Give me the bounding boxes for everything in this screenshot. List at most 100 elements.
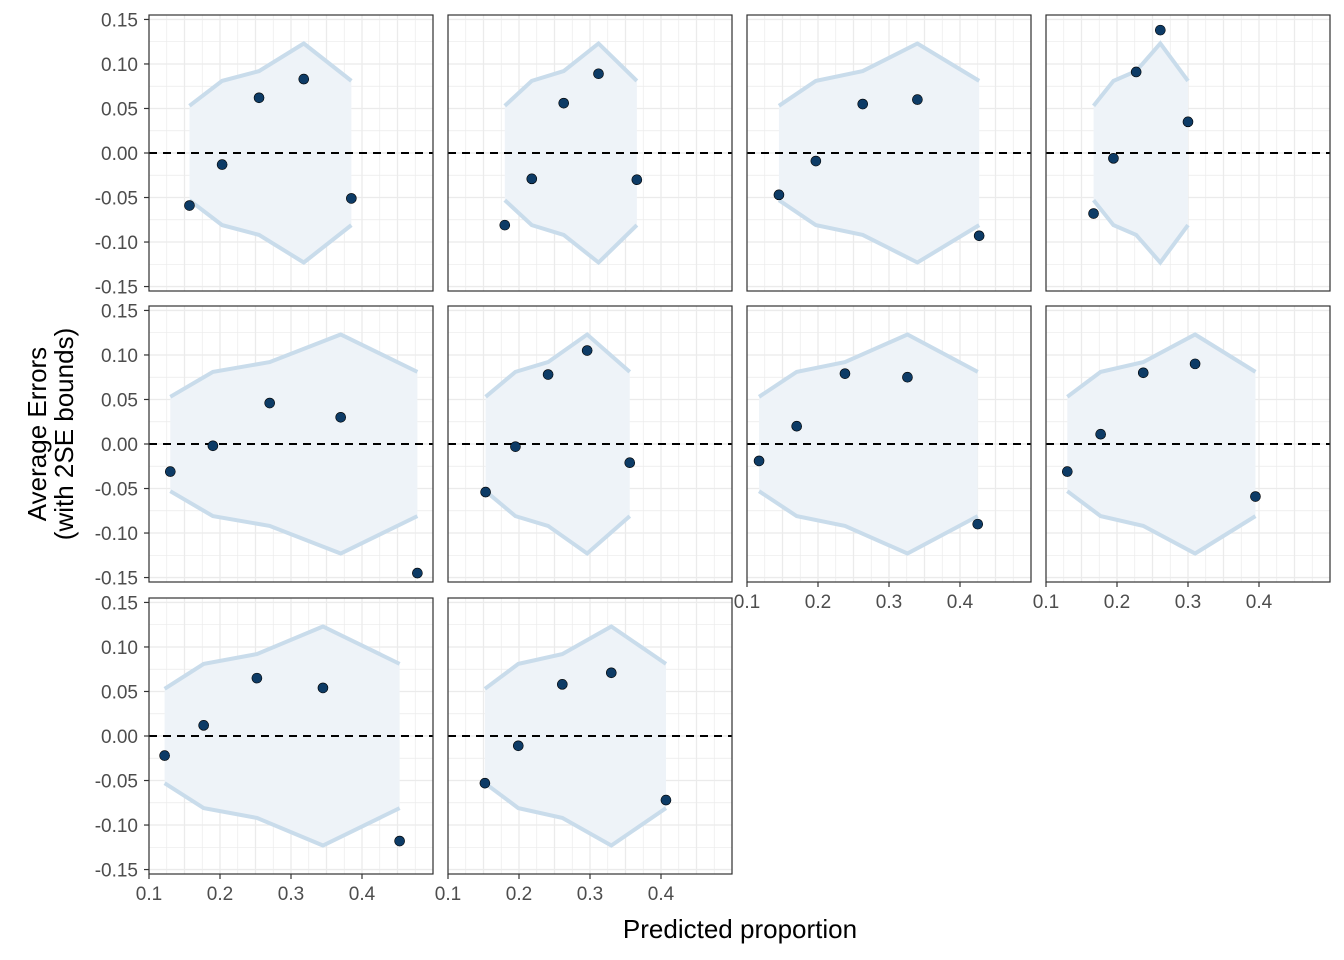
data-point <box>1095 428 1106 440</box>
data-point <box>660 794 672 806</box>
data-point <box>216 159 228 170</box>
data-point <box>912 94 923 105</box>
data-point <box>624 457 636 468</box>
data-point <box>346 193 357 204</box>
upper-2se-bound-line <box>483 624 668 691</box>
confidence-band-fill <box>485 334 630 554</box>
x-tick-label: 0.4 <box>648 884 675 905</box>
y-tick-label: -0.15 <box>95 278 138 299</box>
x-tick-label: 0.1 <box>136 884 162 905</box>
y-tick-label: 0.15 <box>101 593 138 614</box>
data-point <box>1130 66 1142 78</box>
confidence-band-fill <box>1093 43 1188 263</box>
data-point <box>631 174 643 186</box>
panel-border <box>1045 14 1331 292</box>
data-point <box>1062 466 1073 477</box>
y-tick-label: 0.15 <box>101 301 138 322</box>
data-point <box>165 466 176 477</box>
confidence-band-fill <box>189 43 352 263</box>
upper-2se-bound-line <box>777 41 981 108</box>
panel-8 <box>1045 305 1331 583</box>
x-axis-title: Predicted proportion <box>623 914 857 944</box>
data-point <box>510 441 521 452</box>
upper-2se-bound-line <box>188 41 353 108</box>
x-tick-label: 0.4 <box>349 884 376 905</box>
x-tick-label: 0.1 <box>734 592 760 613</box>
lower-2se-bound-line <box>503 198 639 266</box>
panel-border <box>447 305 733 583</box>
y-tick-label: -0.10 <box>95 816 138 837</box>
data-point <box>902 371 913 383</box>
panel-10 <box>447 597 733 875</box>
data-point <box>512 740 524 752</box>
y-tick-label: -0.05 <box>95 189 138 210</box>
data-point <box>557 679 568 690</box>
data-point <box>1155 24 1166 36</box>
lower-2se-bound-line <box>757 489 979 556</box>
panel-6 <box>447 305 733 583</box>
data-point <box>1088 208 1099 219</box>
upper-2se-bound-line <box>163 624 401 691</box>
data-point <box>159 750 170 761</box>
y-tick-label: 0.00 <box>101 435 138 456</box>
lower-2se-bound-line <box>777 198 981 265</box>
x-tick-label: 0.3 <box>1175 592 1201 613</box>
data-point <box>412 567 423 579</box>
y-tick-label: 0.15 <box>101 10 138 31</box>
y-tick-label: 0.10 <box>101 638 138 659</box>
upper-2se-bound-line <box>484 331 632 399</box>
panel-2 <box>447 14 733 292</box>
y-tick-label: -0.05 <box>95 772 138 793</box>
y-tick-label: 0.00 <box>101 727 138 748</box>
data-point <box>773 189 785 201</box>
data-point <box>526 173 538 185</box>
y-tick-label: -0.15 <box>95 861 138 882</box>
data-point <box>605 667 617 679</box>
data-point <box>317 682 329 694</box>
panel-7 <box>746 305 1032 583</box>
data-point <box>810 155 822 167</box>
panel-5 <box>148 305 434 583</box>
data-point <box>973 230 985 242</box>
panels-layer <box>148 14 1331 875</box>
y-axis-title-line-1: Average Errors <box>22 347 52 521</box>
data-point <box>298 73 310 85</box>
panel-border <box>746 14 1032 292</box>
upper-2se-bound-line <box>757 332 979 399</box>
x-tick-label: 0.2 <box>1104 592 1130 613</box>
data-point <box>1250 491 1261 502</box>
data-point <box>499 219 511 231</box>
lower-2se-bound-line <box>483 781 668 848</box>
x-tick-label: 0.3 <box>278 884 304 905</box>
y-tick-label: -0.10 <box>95 233 138 254</box>
lower-2se-bound-line <box>1092 198 1190 266</box>
y-tick-label: 0.10 <box>101 346 138 367</box>
data-point <box>480 486 491 498</box>
x-tick-labels: 0.1 0.2 0.3 0.4 0.1 0.2 0.3 0.4 0.1 0.2 0.3 0.4 0.1 0… <box>136 582 1273 905</box>
x-tick-label: 0.1 <box>1033 592 1059 613</box>
lower-2se-bound-line <box>1066 489 1257 556</box>
y-tick-label: 0.00 <box>101 144 138 165</box>
y-axis-title: Average Errors (with 2SE bounds) <box>22 328 79 540</box>
data-point <box>581 345 593 356</box>
y-tick-label: 0.05 <box>101 682 138 703</box>
lower-2se-bound-line <box>169 489 419 556</box>
panel-9 <box>148 597 434 875</box>
data-point <box>1137 367 1149 379</box>
y-tick-label: -0.05 <box>95 480 138 501</box>
data-point <box>972 518 984 530</box>
data-point <box>198 720 209 731</box>
confidence-band-fill <box>504 43 637 263</box>
lower-2se-bound-line <box>188 198 353 265</box>
data-point <box>542 369 554 380</box>
lower-2se-bound-line <box>163 781 401 848</box>
y-tick-label: -0.15 <box>95 569 138 590</box>
y-axis-title-line-2: (with 2SE bounds) <box>49 328 79 540</box>
data-point <box>593 68 604 80</box>
panel-3 <box>746 14 1032 292</box>
panel-1 <box>148 14 434 292</box>
data-point <box>251 672 263 684</box>
data-point <box>335 411 347 423</box>
data-point <box>1189 358 1201 370</box>
